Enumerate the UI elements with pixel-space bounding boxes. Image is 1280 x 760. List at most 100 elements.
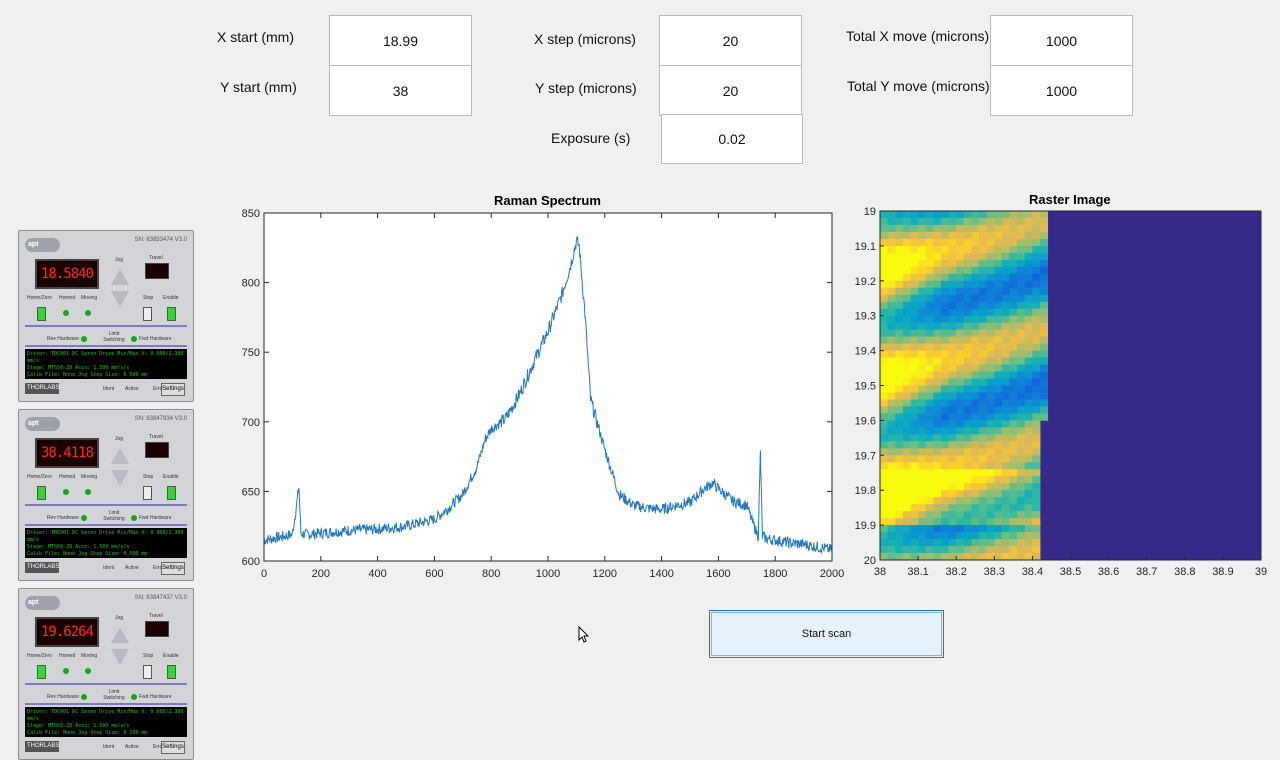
home-button[interactable] bbox=[37, 665, 46, 679]
raster-cell bbox=[918, 259, 927, 268]
raster-cell bbox=[887, 462, 896, 470]
raster-x-tick-label: 38.6 bbox=[1098, 566, 1119, 578]
jog-down-button[interactable] bbox=[111, 649, 129, 665]
y-start-input[interactable] bbox=[329, 65, 472, 116]
raster-cell bbox=[963, 280, 972, 289]
raster-cell bbox=[963, 343, 972, 351]
raster-cell bbox=[887, 280, 896, 289]
raster-cell bbox=[925, 462, 934, 470]
raster-cell bbox=[1009, 392, 1018, 400]
x-start-input[interactable] bbox=[329, 15, 472, 66]
raster-cell bbox=[925, 427, 934, 435]
raster-cell bbox=[963, 427, 972, 435]
raster-cell bbox=[887, 476, 896, 484]
x-step-input[interactable] bbox=[659, 15, 802, 66]
raster-cell bbox=[918, 343, 927, 351]
stop-button[interactable] bbox=[143, 307, 152, 321]
raster-cell bbox=[880, 525, 889, 533]
home-button[interactable] bbox=[37, 486, 46, 500]
total-x-input[interactable] bbox=[990, 15, 1133, 66]
raster-cell bbox=[895, 448, 904, 456]
raster-cell bbox=[925, 434, 934, 442]
raster-cell bbox=[1001, 336, 1010, 345]
raster-cell bbox=[895, 420, 904, 428]
raster-cell bbox=[887, 259, 896, 268]
raster-cell bbox=[979, 399, 988, 407]
raster-cell bbox=[918, 434, 927, 442]
raster-cell bbox=[1009, 539, 1018, 547]
raster-cell bbox=[895, 497, 904, 505]
thorlabs-logo: THORLABS bbox=[25, 741, 59, 752]
raster-cell bbox=[948, 553, 957, 561]
raster-cell bbox=[986, 343, 995, 351]
enable-button[interactable] bbox=[167, 486, 176, 500]
raster-cell bbox=[887, 217, 896, 226]
settings-button[interactable]: Settings bbox=[161, 741, 185, 754]
jog-down-button[interactable] bbox=[111, 291, 129, 307]
raster-cell bbox=[963, 245, 972, 254]
raster-cell bbox=[1017, 546, 1026, 554]
raster-cell bbox=[994, 497, 1003, 505]
raster-cell bbox=[902, 427, 911, 435]
raster-cell bbox=[1017, 413, 1026, 421]
raster-cell bbox=[986, 434, 995, 442]
raster-cell bbox=[933, 469, 942, 477]
jog-down-button[interactable] bbox=[111, 470, 129, 486]
limit-switching-label: Limit Switching bbox=[103, 331, 125, 343]
travel-display bbox=[145, 621, 169, 637]
raster-cell bbox=[994, 532, 1003, 540]
enable-button[interactable] bbox=[167, 307, 176, 321]
home-button[interactable] bbox=[37, 307, 46, 321]
stop-button[interactable] bbox=[143, 665, 152, 679]
enable-button[interactable] bbox=[167, 665, 176, 679]
raster-cell bbox=[979, 469, 988, 477]
raster-cell bbox=[918, 511, 927, 519]
raster-cell bbox=[1001, 497, 1010, 505]
start-scan-button[interactable]: Start scan bbox=[709, 610, 944, 658]
rev-led bbox=[81, 515, 87, 521]
raster-cell bbox=[887, 315, 896, 324]
raster-cell bbox=[1040, 266, 1049, 275]
raster-cell bbox=[1024, 413, 1033, 421]
raster-cell bbox=[971, 294, 980, 303]
raster-cell bbox=[887, 406, 896, 414]
rev-led bbox=[81, 336, 87, 342]
raster-cell bbox=[880, 301, 889, 310]
jog-up-button[interactable] bbox=[111, 448, 129, 464]
raster-cell bbox=[1024, 434, 1033, 442]
raster-cell bbox=[1009, 455, 1018, 463]
y-step-input[interactable] bbox=[659, 65, 802, 116]
exposure-input[interactable] bbox=[661, 114, 803, 164]
raster-cell bbox=[887, 238, 896, 247]
raster-cell bbox=[925, 392, 934, 400]
raster-cell bbox=[1017, 378, 1026, 386]
raster-cell bbox=[887, 371, 896, 379]
settings-button[interactable]: Settings bbox=[161, 383, 185, 396]
raster-cell bbox=[1009, 280, 1018, 289]
motor-controller-panel: apt SN: 83847437 V3.0 19.6264 Jog Travel Home… bbox=[18, 588, 194, 760]
raster-cell bbox=[940, 448, 949, 456]
raster-cell bbox=[1009, 217, 1018, 226]
raster-cell bbox=[963, 211, 972, 219]
raster-cell bbox=[963, 455, 972, 463]
moving-label: Moving bbox=[81, 653, 98, 659]
total-y-input[interactable] bbox=[990, 65, 1133, 116]
raster-cell bbox=[1001, 525, 1010, 533]
raster-cell bbox=[1024, 252, 1033, 261]
jog-up-button[interactable] bbox=[111, 627, 129, 643]
raster-cell bbox=[910, 483, 919, 491]
raster-cell bbox=[986, 413, 995, 421]
serial-number: SN: 83853474 V3.0 bbox=[134, 237, 187, 243]
raster-cell bbox=[979, 392, 988, 400]
raster-cell bbox=[910, 399, 919, 407]
raster-cell bbox=[880, 280, 889, 289]
settings-button[interactable]: Settings bbox=[161, 562, 185, 575]
stop-button[interactable] bbox=[143, 486, 152, 500]
raster-cell bbox=[1017, 441, 1026, 449]
jog-up-button[interactable] bbox=[111, 269, 129, 285]
raster-cell bbox=[918, 217, 927, 226]
raster-cell bbox=[902, 364, 911, 372]
raster-cell bbox=[910, 259, 919, 268]
raster-cell bbox=[933, 343, 942, 351]
raster-cell bbox=[880, 294, 889, 303]
